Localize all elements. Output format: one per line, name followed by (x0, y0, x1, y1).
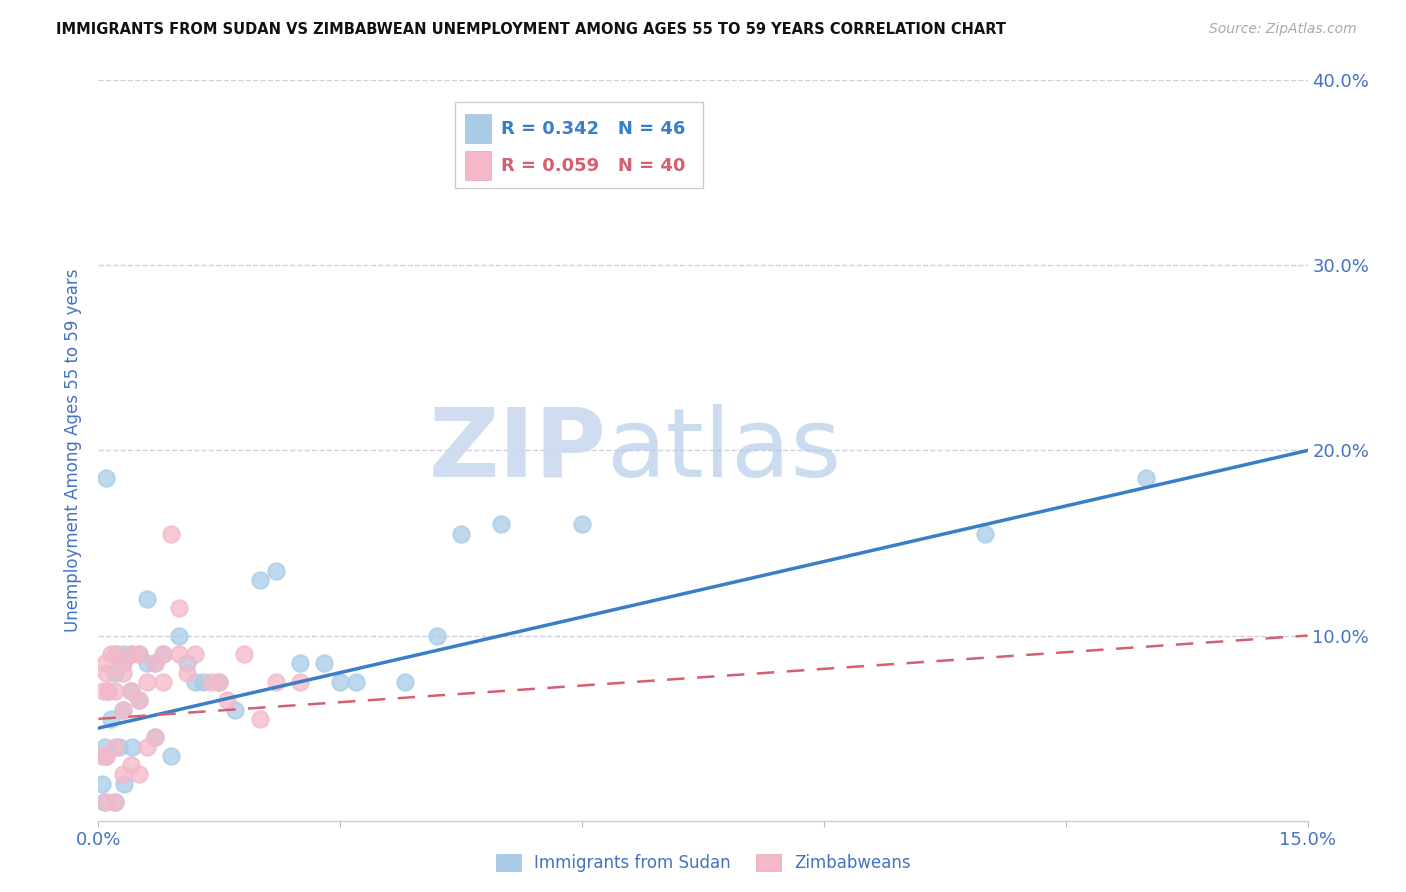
Point (128, 693, 150, 707)
Point (111, 647, 134, 661)
Point (97, 684, 120, 698)
Point (128, 647, 150, 661)
Point (135, 739, 157, 754)
Point (111, 767, 134, 781)
Point (530, 147, 553, 161)
Point (426, 628, 449, 642)
Text: atlas: atlas (606, 404, 841, 497)
Point (167, 600, 190, 615)
Point (193, 674, 215, 689)
Point (105, 647, 128, 661)
FancyBboxPatch shape (456, 103, 703, 187)
Point (152, 647, 174, 661)
Point (152, 647, 174, 661)
Text: IMMIGRANTS FROM SUDAN VS ZIMBABWEAN UNEMPLOYMENT AMONG AGES 55 TO 59 YEARS CORRE: IMMIGRANTS FROM SUDAN VS ZIMBABWEAN UNEM… (56, 22, 1007, 37)
Point (143, 657, 166, 671)
Point (135, 591, 157, 606)
Point (249, 573, 271, 587)
Point (97, 684, 120, 698)
Point (491, 517, 513, 532)
Text: R = 0.059   N = 40: R = 0.059 N = 40 (501, 156, 686, 175)
Point (103, 739, 125, 754)
Point (107, 739, 129, 754)
Point (160, 526, 183, 541)
Text: ZIP: ZIP (429, 404, 606, 497)
Point (232, 647, 254, 661)
Point (288, 657, 311, 671)
Point (143, 731, 166, 745)
Point (100, 712, 122, 726)
Point (94, 657, 117, 671)
Point (103, 665, 125, 680)
Point (184, 647, 207, 661)
Point (111, 657, 134, 671)
Point (288, 674, 311, 689)
Point (96, 748, 118, 763)
Point (176, 665, 198, 680)
Point (100, 647, 122, 661)
Point (249, 712, 271, 726)
Point (120, 684, 142, 698)
Point (208, 674, 231, 689)
Point (121, 739, 143, 754)
Point (143, 731, 166, 745)
Y-axis label: Unemployment Among Ages 55 to 59 years: Unemployment Among Ages 55 to 59 years (65, 268, 83, 632)
Legend: Immigrants from Sudan, Zimbabweans: Immigrants from Sudan, Zimbabweans (489, 847, 917, 879)
Point (120, 647, 142, 661)
Point (152, 674, 174, 689)
FancyBboxPatch shape (465, 113, 492, 144)
Point (217, 693, 239, 707)
Point (184, 674, 207, 689)
Text: R = 0.342   N = 46: R = 0.342 N = 46 (501, 120, 686, 137)
Point (264, 564, 287, 578)
Point (111, 703, 134, 717)
Point (128, 647, 150, 661)
Point (135, 674, 157, 689)
Point (128, 693, 150, 707)
Point (96, 665, 118, 680)
Point (103, 795, 125, 809)
Point (103, 795, 125, 809)
Point (167, 628, 190, 642)
Text: Source: ZipAtlas.com: Source: ZipAtlas.com (1209, 22, 1357, 37)
Point (1135, 471, 1157, 485)
Point (96, 748, 118, 763)
Point (120, 647, 142, 661)
Point (103, 684, 125, 698)
Point (93, 795, 115, 809)
Point (571, 517, 593, 532)
Point (329, 674, 352, 689)
Point (135, 657, 157, 671)
Point (111, 657, 134, 671)
Point (96, 795, 118, 809)
Point (208, 674, 231, 689)
Point (111, 665, 134, 680)
Point (90, 748, 112, 763)
Point (167, 647, 190, 661)
FancyBboxPatch shape (465, 151, 492, 180)
Point (176, 657, 198, 671)
Point (91, 776, 114, 791)
Point (91, 684, 114, 698)
Point (105, 647, 128, 661)
Point (974, 526, 997, 541)
Point (264, 674, 287, 689)
Point (111, 703, 134, 717)
Point (224, 703, 246, 717)
Point (96, 471, 118, 485)
Point (120, 758, 142, 772)
Point (94, 739, 117, 754)
Point (200, 674, 222, 689)
Point (120, 684, 142, 698)
Point (112, 776, 135, 791)
Point (143, 657, 166, 671)
Point (450, 526, 472, 541)
Point (394, 674, 416, 689)
Point (128, 767, 150, 781)
Point (344, 674, 367, 689)
Point (314, 657, 336, 671)
Point (160, 748, 183, 763)
